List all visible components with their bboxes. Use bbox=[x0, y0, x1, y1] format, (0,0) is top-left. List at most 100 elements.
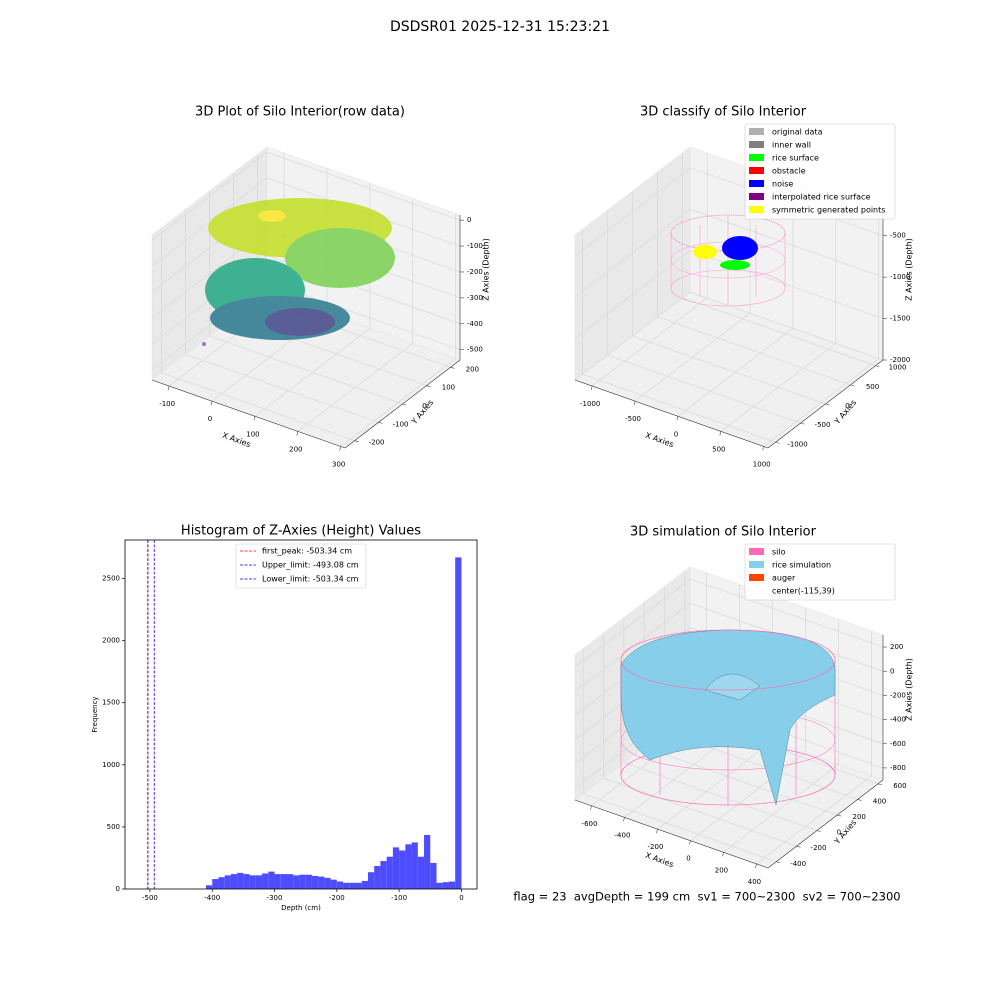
legend-swatch bbox=[749, 128, 764, 135]
bar bbox=[280, 874, 287, 889]
z-tick-label: 0 bbox=[890, 667, 894, 675]
bar bbox=[318, 876, 325, 889]
bar bbox=[355, 882, 362, 889]
y-tick-label: 1500 bbox=[102, 699, 120, 707]
bar bbox=[411, 842, 418, 889]
z-tick-label: -300 bbox=[467, 294, 483, 302]
y-tick-label: 500 bbox=[107, 823, 120, 831]
tick-mark bbox=[796, 845, 801, 848]
x-tick-label: 0 bbox=[674, 430, 678, 438]
y-tick-label: 100 bbox=[442, 384, 455, 392]
bar bbox=[311, 875, 319, 889]
legend-label: noise bbox=[772, 180, 793, 189]
surface bbox=[620, 629, 836, 806]
x-tick-label: -1000 bbox=[580, 400, 600, 408]
x-tick-label: -400 bbox=[615, 831, 631, 839]
tick-mark bbox=[837, 814, 842, 817]
bar bbox=[436, 882, 443, 889]
silo-bottom bbox=[670, 269, 786, 307]
x-axis-label: X Axies bbox=[644, 431, 675, 450]
bar bbox=[262, 873, 269, 889]
y-tick-label: 0 bbox=[116, 885, 120, 893]
y-tick-label: -200 bbox=[811, 844, 827, 852]
x-tick-label: 0 bbox=[686, 855, 690, 863]
axis-line bbox=[767, 779, 884, 869]
tick-mark bbox=[426, 385, 431, 387]
bar bbox=[255, 875, 263, 889]
bar bbox=[399, 850, 406, 889]
bar bbox=[324, 877, 331, 889]
rice-surface bbox=[620, 629, 836, 806]
bar bbox=[305, 874, 312, 889]
legend-label: Upper_limit: -493.08 cm bbox=[262, 561, 359, 570]
tick-mark bbox=[253, 416, 256, 421]
bar bbox=[243, 874, 250, 889]
x-tick-label: 0 bbox=[459, 894, 463, 902]
axis-line bbox=[767, 359, 884, 449]
x-tick-label: -200 bbox=[329, 894, 345, 902]
bar bbox=[392, 847, 400, 889]
tick-mark bbox=[590, 385, 593, 391]
tick-mark bbox=[776, 861, 781, 864]
tick-mark bbox=[875, 365, 880, 368]
legend-label: original data bbox=[772, 128, 823, 137]
bar bbox=[286, 874, 294, 889]
bar bbox=[430, 862, 437, 889]
grid-line bbox=[185, 209, 379, 423]
legend-box bbox=[744, 123, 896, 220]
bar bbox=[205, 885, 213, 889]
tick-mark bbox=[755, 863, 757, 869]
legend-label: rice surface bbox=[772, 154, 819, 163]
legend-label: silo bbox=[772, 548, 786, 557]
legend-box bbox=[235, 543, 367, 589]
x-axis-label: X Axies bbox=[644, 851, 675, 870]
x-tick-label: 300 bbox=[332, 460, 345, 468]
legend-swatch bbox=[749, 180, 764, 187]
legend-label: rice simulation bbox=[772, 561, 831, 570]
surface-dip bbox=[704, 673, 761, 701]
x-tick-label: -500 bbox=[142, 894, 158, 902]
bar bbox=[417, 856, 425, 889]
z-tick-label: 0 bbox=[467, 216, 471, 224]
bar bbox=[230, 874, 238, 889]
grid-line bbox=[297, 198, 414, 432]
y-tick-label: 1000 bbox=[889, 364, 907, 372]
grid-line bbox=[161, 227, 355, 441]
x-tick-label: 200 bbox=[289, 445, 302, 453]
bar bbox=[455, 557, 462, 889]
y-tick-label: 2000 bbox=[102, 637, 120, 645]
noise bbox=[722, 236, 758, 260]
z-tick-label: -200 bbox=[890, 691, 906, 699]
x-tick-label: 500 bbox=[712, 445, 725, 453]
z-tick-label: -1000 bbox=[890, 273, 910, 281]
x-tick-label: 1000 bbox=[753, 460, 771, 468]
grid-line bbox=[723, 619, 839, 853]
symmetric-points bbox=[693, 245, 717, 259]
classified-cloud bbox=[670, 214, 786, 307]
axis-line bbox=[344, 359, 461, 449]
legend-label: interpolated rice surface bbox=[772, 193, 870, 202]
y-tick-label: 1000 bbox=[102, 761, 120, 769]
axis-line bbox=[574, 799, 769, 869]
bar bbox=[249, 875, 256, 889]
x-tick-label: -600 bbox=[582, 820, 598, 828]
legend-swatch bbox=[749, 154, 764, 161]
tick-mark bbox=[877, 783, 882, 786]
tick-mark bbox=[676, 416, 679, 421]
z-tick-label: -500 bbox=[467, 346, 483, 354]
bar bbox=[274, 874, 281, 889]
x-tick-label: -200 bbox=[648, 843, 664, 851]
tick-mark bbox=[857, 799, 862, 801]
chart-title: Histogram of Z-Axies (Height) Values bbox=[181, 524, 421, 539]
legend-label: first_peak: -503.34 cm bbox=[262, 547, 352, 556]
legend-swatch bbox=[749, 141, 764, 148]
tick-mark bbox=[590, 805, 592, 810]
grid-line bbox=[151, 151, 461, 241]
z-tick-label: -600 bbox=[890, 740, 906, 748]
x-tick-label: -100 bbox=[391, 894, 407, 902]
tick-mark bbox=[800, 422, 805, 425]
legend-label: inner wall bbox=[772, 141, 811, 150]
y-tick-label: 0 bbox=[422, 402, 426, 410]
x-tick-label: 200 bbox=[715, 866, 728, 874]
